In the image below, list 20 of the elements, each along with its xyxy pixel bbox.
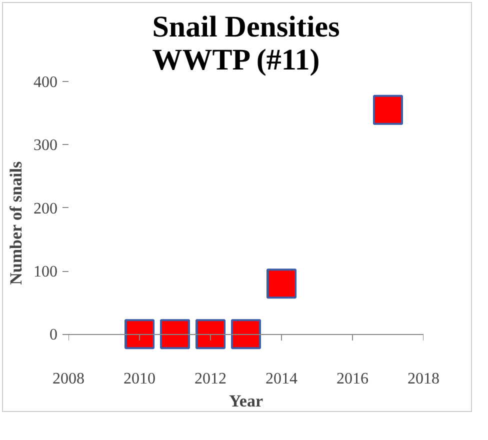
x-tick-label: 2018 (408, 370, 440, 388)
y-tick-label: 0 (50, 326, 58, 344)
point (160, 319, 190, 350)
chart-title: Snail Densities WWTP (#11) (152, 10, 340, 76)
y-tick-label: 400 (34, 74, 58, 91)
point (196, 319, 226, 350)
x-tick-label: 2014 (266, 370, 298, 388)
point (124, 319, 154, 350)
point (266, 268, 296, 299)
x-axis-title: Year (229, 392, 264, 410)
y-tick-label: 200 (34, 200, 58, 218)
point (373, 94, 403, 125)
x-tick-label: 2012 (194, 370, 226, 388)
y-tick-label: 300 (34, 137, 58, 154)
x-tick-label: 2010 (124, 370, 156, 388)
point (231, 319, 261, 350)
x-tick-label: 2016 (336, 370, 368, 388)
y-axis-title: Number of snails (6, 161, 26, 285)
y-tick-label: 100 (34, 264, 58, 281)
x-tick-label: 2008 (52, 370, 84, 388)
